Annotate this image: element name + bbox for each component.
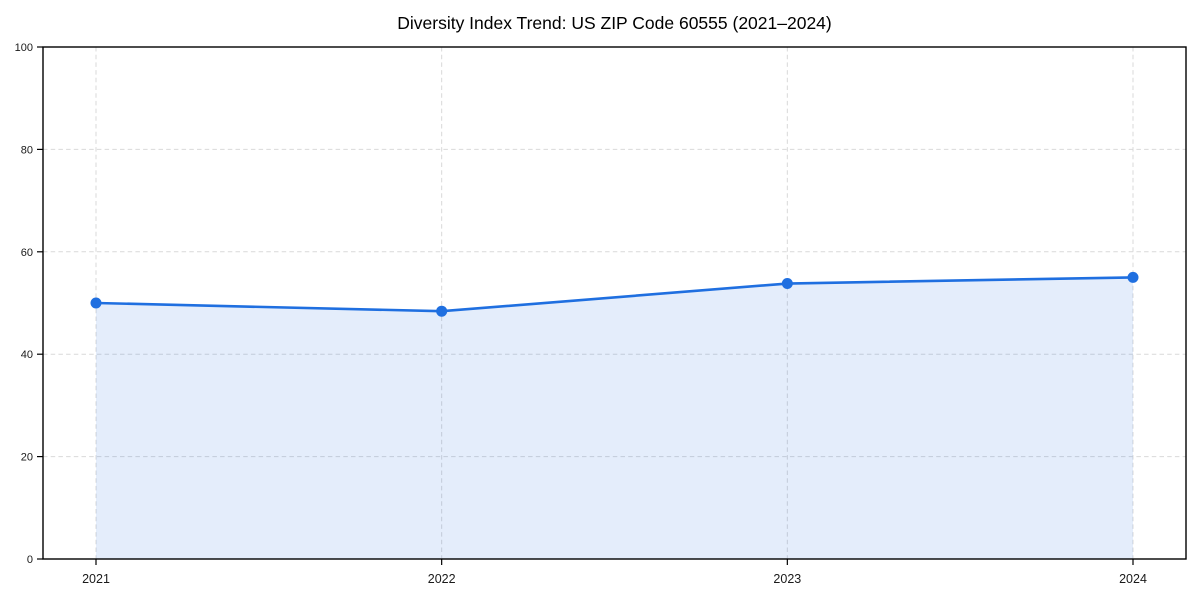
data-point-2022	[436, 305, 448, 317]
y-tick-label: 40	[21, 349, 33, 361]
y-tick-label: 80	[21, 144, 33, 156]
data-point-2024	[1127, 271, 1139, 283]
plot-spines	[42, 46, 1187, 560]
x-tick-label: 2023	[773, 572, 801, 586]
x-tick-label: 2024	[1119, 572, 1147, 586]
x-tick-label: 2022	[428, 572, 456, 586]
series-line	[94, 276, 1135, 313]
area-fill	[96, 277, 1133, 559]
data-point-2021	[90, 297, 102, 309]
y-axis: 0 20 40 60 80 100	[15, 42, 43, 566]
x-tick-label: 2021	[82, 572, 110, 586]
series-path	[94, 276, 1135, 313]
y-tick-label: 100	[15, 42, 33, 54]
data-point-2023	[781, 278, 793, 290]
chart-title: Diversity Index Trend: US ZIP Code 60555…	[397, 13, 832, 33]
y-tick-label: 20	[21, 452, 33, 464]
y-tick-label: 60	[21, 247, 33, 259]
data-markers	[90, 271, 1139, 317]
y-tick-label: 0	[27, 554, 33, 566]
area-path	[96, 277, 1133, 559]
x-axis: 2021 2022 2023 2024	[82, 559, 1147, 586]
plot-border	[42, 46, 1187, 560]
